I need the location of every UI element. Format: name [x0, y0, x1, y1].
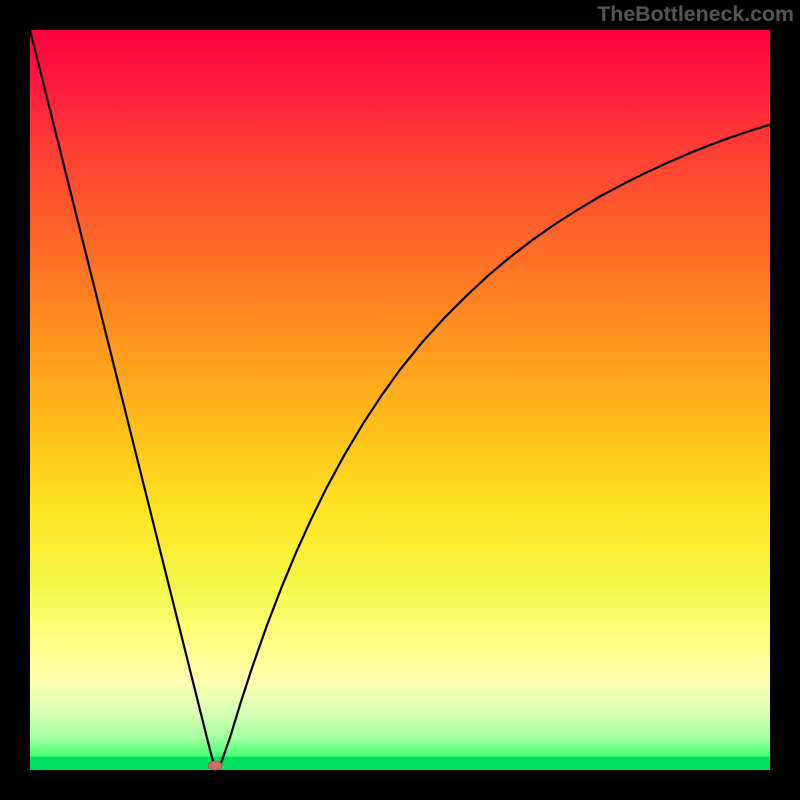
attribution-label: TheBottleneck.com: [597, 2, 794, 27]
chart-root: TheBottleneck.com: [0, 0, 800, 800]
chart-svg: [0, 0, 800, 800]
bottom-green-stripe: [30, 757, 770, 770]
plot-background: [30, 30, 770, 770]
minimum-marker: [208, 761, 222, 770]
